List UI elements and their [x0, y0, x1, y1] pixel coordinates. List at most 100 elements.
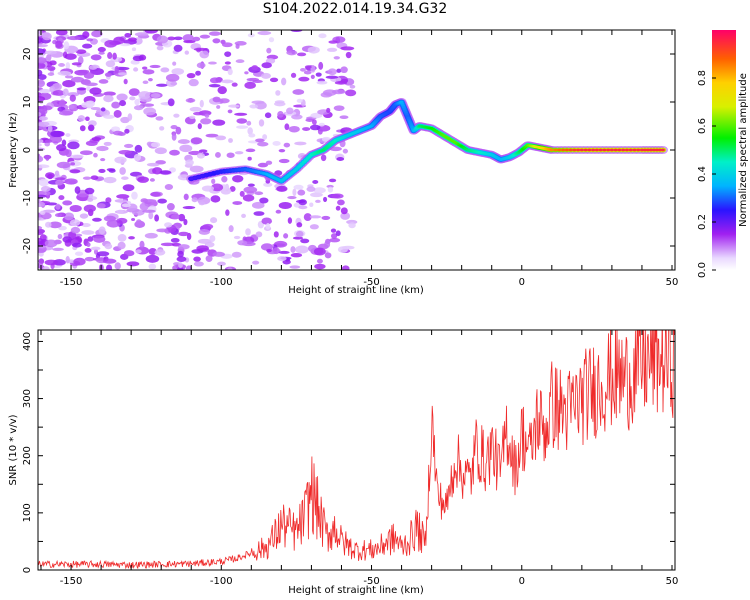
noise-blob: [54, 213, 63, 218]
noise-blob: [209, 77, 221, 84]
noise-blob: [287, 195, 297, 200]
noise-blob: [349, 84, 356, 89]
noise-blob: [68, 104, 75, 110]
noise-blob: [38, 197, 41, 203]
ridge-point: [609, 148, 614, 152]
noise-blob: [199, 34, 211, 39]
noise-blob: [320, 154, 327, 162]
noise-blob: [116, 217, 128, 224]
noise-blob: [75, 49, 87, 54]
noise-blob: [171, 214, 180, 220]
noise-blob: [217, 261, 226, 266]
noise-blob: [251, 100, 265, 105]
noise-blob: [198, 149, 208, 153]
noise-blob: [82, 31, 90, 39]
noise-blob: [289, 265, 301, 269]
noise-blob: [142, 103, 155, 107]
noise-blob: [140, 198, 148, 203]
noise-blob: [236, 125, 249, 129]
noise-blob: [324, 252, 332, 259]
noise-blob: [121, 203, 131, 208]
noise-blob: [298, 199, 307, 206]
noise-blob: [144, 232, 158, 239]
noise-blob: [116, 93, 128, 101]
noise-blob: [164, 184, 174, 191]
noise-blob: [79, 125, 86, 132]
noise-blob: [326, 47, 338, 52]
noise-blob: [336, 157, 345, 161]
noise-blob: [104, 72, 112, 77]
noise-blob: [184, 50, 190, 55]
noise-blob: [178, 231, 190, 237]
ridge-point: [621, 148, 626, 152]
noise-blob: [275, 209, 282, 214]
ridge-point: [657, 148, 662, 152]
noise-blob: [228, 104, 240, 108]
noise-blob: [312, 180, 319, 184]
noise-blob: [59, 99, 66, 108]
noise-blob: [183, 218, 188, 226]
noise-blob: [64, 75, 74, 79]
noise-blob: [255, 231, 263, 238]
noise-blob: [258, 119, 265, 127]
noise-blob: [103, 91, 116, 96]
x-tick-label: -100: [210, 277, 233, 288]
x-tick-label: -150: [60, 277, 83, 288]
noise-blob: [123, 78, 128, 85]
noise-blob: [144, 30, 158, 34]
noise-blob: [116, 66, 130, 71]
noise-blob: [67, 141, 80, 150]
noise-blob: [262, 134, 268, 140]
noise-blob: [242, 194, 255, 202]
noise-blob: [340, 212, 351, 220]
noise-blob: [200, 118, 212, 125]
noise-blob: [252, 79, 263, 83]
noise-blob: [120, 116, 130, 124]
noise-blob: [335, 230, 341, 237]
x-tick-label: -50: [363, 277, 379, 288]
noise-blob: [218, 98, 230, 104]
noise-blob: [266, 248, 272, 253]
noise-blob: [257, 30, 272, 36]
noise-blob: [83, 72, 95, 79]
noise-blob: [234, 112, 248, 116]
noise-blob: [170, 237, 180, 243]
noise-blob: [215, 152, 221, 158]
noise-blob: [269, 77, 279, 83]
noise-blob: [291, 114, 303, 120]
noise-blob: [48, 221, 62, 229]
noise-blob: [193, 261, 204, 267]
noise-blob: [98, 79, 109, 84]
ridge-point: [648, 148, 653, 152]
noise-blob: [189, 165, 204, 173]
ridge-point: [240, 168, 245, 171]
noise-blob: [52, 90, 65, 96]
noise-blob: [290, 72, 297, 78]
noise-blob: [193, 256, 201, 262]
noise-blob: [173, 44, 183, 52]
noise-blob: [290, 30, 303, 33]
noise-blob: [297, 189, 306, 196]
noise-blob: [300, 238, 310, 244]
ridge-point: [632, 148, 637, 152]
ridge-point: [211, 172, 216, 175]
noise-blob: [38, 231, 44, 236]
noise-blob: [192, 111, 204, 116]
snr-x-tick-labels: -150 -100 -50 0 50: [60, 576, 679, 587]
noise-blob: [96, 251, 110, 257]
ridge-point: [602, 148, 607, 152]
noise-blob: [204, 241, 215, 248]
noise-blob: [195, 70, 201, 76]
noise-blob: [199, 99, 204, 108]
noise-blob: [38, 37, 43, 44]
noise-blob: [260, 243, 274, 251]
noise-blob: [90, 175, 99, 180]
noise-blob: [341, 265, 350, 270]
noise-blob: [135, 249, 142, 254]
noise-blob: [165, 73, 180, 82]
noise-blob: [42, 209, 56, 214]
noise-blob: [345, 51, 352, 59]
y-tick-label: 300: [22, 389, 33, 408]
noise-blob: [185, 159, 194, 166]
y-tick-label: 20: [22, 48, 33, 61]
